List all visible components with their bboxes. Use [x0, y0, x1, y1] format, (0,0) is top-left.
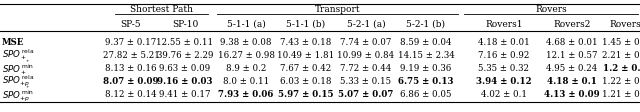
Text: 3.94 ± 0.12: 3.94 ± 0.12: [476, 76, 532, 85]
Text: 7.72 ± 0.44: 7.72 ± 0.44: [340, 64, 392, 72]
Text: 8.9 ± 0.2: 8.9 ± 0.2: [226, 64, 266, 72]
Text: 4.68 ± 0.01: 4.68 ± 0.01: [546, 38, 598, 46]
Text: 9.63 ± 0.09: 9.63 ± 0.09: [159, 64, 211, 72]
Text: 4.18 ± 0.01: 4.18 ± 0.01: [478, 38, 530, 46]
Text: Transport: Transport: [315, 4, 360, 14]
Text: 5-2-1 (a): 5-2-1 (a): [347, 19, 385, 28]
Text: 5.33 ± 0.15: 5.33 ± 0.15: [340, 76, 392, 85]
Text: 5.97 ± 0.15: 5.97 ± 0.15: [278, 89, 333, 98]
Text: 6.03 ± 0.18: 6.03 ± 0.18: [280, 76, 332, 85]
Text: 9.19 ± 0.36: 9.19 ± 0.36: [401, 64, 452, 72]
Text: 4.02 ± 0.1: 4.02 ± 0.1: [481, 89, 527, 98]
Text: $SPO_+^{\,\mathrm{rela}}$: $SPO_+^{\,\mathrm{rela}}$: [2, 48, 34, 62]
Text: Rovers1: Rovers1: [485, 19, 523, 28]
Text: $SPO_+^{\,\min^+}$: $SPO_+^{\,\min^+}$: [2, 58, 34, 78]
Text: 9.16 ± 0.03: 9.16 ± 0.03: [157, 76, 212, 85]
Text: SP-10: SP-10: [172, 19, 198, 28]
Text: Shortest Path: Shortest Path: [130, 4, 193, 14]
Text: 8.59 ± 0.04: 8.59 ± 0.04: [400, 38, 452, 46]
Text: 9.37 ± 0.17: 9.37 ± 0.17: [106, 38, 157, 46]
Text: 5.07 ± 0.07: 5.07 ± 0.07: [339, 89, 394, 98]
Text: 12.1 ± 0.57: 12.1 ± 0.57: [547, 51, 598, 59]
Text: 8.12 ± 0.14: 8.12 ± 0.14: [105, 89, 157, 98]
Text: 4.18 ± 0.1: 4.18 ± 0.1: [547, 76, 597, 85]
Text: 12.55 ± 0.11: 12.55 ± 0.11: [156, 38, 214, 46]
Text: $SPO_{+p}^{\,\min^+}$: $SPO_{+p}^{\,\min^+}$: [2, 84, 34, 104]
Text: MSE: MSE: [2, 38, 24, 46]
Text: 10.99 ± 0.84: 10.99 ± 0.84: [337, 51, 395, 59]
Text: 16.27 ± 0.98: 16.27 ± 0.98: [218, 51, 275, 59]
Text: 8.13 ± 0.16: 8.13 ± 0.16: [105, 64, 157, 72]
Text: 39.76 ± 2.29: 39.76 ± 2.29: [157, 51, 213, 59]
Text: 5-1-1 (a): 5-1-1 (a): [227, 19, 266, 28]
Text: 27.82 ± 5.21: 27.82 ± 5.21: [102, 51, 159, 59]
Text: 5.35 ± 0.32: 5.35 ± 0.32: [479, 64, 529, 72]
Text: SP-5: SP-5: [121, 19, 141, 28]
Text: 4.95 ± 0.24: 4.95 ± 0.24: [547, 64, 598, 72]
Text: 7.16 ± 0.92: 7.16 ± 0.92: [478, 51, 530, 59]
Text: 1.2 ± 0.03: 1.2 ± 0.03: [604, 64, 640, 72]
Text: 6.75 ± 0.13: 6.75 ± 0.13: [398, 76, 454, 85]
Text: $SPO_{+p}^{\,\mathrm{rela}}$: $SPO_{+p}^{\,\mathrm{rela}}$: [2, 73, 34, 89]
Text: 7.93 ± 0.06: 7.93 ± 0.06: [218, 89, 274, 98]
Text: 8.07 ± 0.09: 8.07 ± 0.09: [103, 76, 159, 85]
Text: 6.86 ± 0.05: 6.86 ± 0.05: [400, 89, 452, 98]
Text: 7.67 ± 0.42: 7.67 ± 0.42: [280, 64, 332, 72]
Text: Rovers2: Rovers2: [554, 19, 591, 28]
Text: 7.43 ± 0.18: 7.43 ± 0.18: [280, 38, 332, 46]
Text: 5-2-1 (b): 5-2-1 (b): [406, 19, 445, 28]
Text: Rovers3: Rovers3: [609, 19, 640, 28]
Text: 8.0 ± 0.11: 8.0 ± 0.11: [223, 76, 269, 85]
Text: 2.21 ± 0.23: 2.21 ± 0.23: [602, 51, 640, 59]
Text: 1.22 ± 0.01: 1.22 ± 0.01: [602, 76, 640, 85]
Text: 9.38 ± 0.08: 9.38 ± 0.08: [220, 38, 272, 46]
Text: 1.45 ± 0.01: 1.45 ± 0.01: [602, 38, 640, 46]
Text: Rovers: Rovers: [535, 4, 567, 14]
Text: 4.13 ± 0.09: 4.13 ± 0.09: [544, 89, 600, 98]
Text: 1.21 ± 0.04: 1.21 ± 0.04: [602, 89, 640, 98]
Text: 10.49 ± 1.81: 10.49 ± 1.81: [277, 51, 335, 59]
Text: 9.41 ± 0.17: 9.41 ± 0.17: [159, 89, 211, 98]
Text: 14.15 ± 2.34: 14.15 ± 2.34: [397, 51, 454, 59]
Text: 7.74 ± 0.07: 7.74 ± 0.07: [340, 38, 392, 46]
Text: 5-1-1 (b): 5-1-1 (b): [287, 19, 326, 28]
